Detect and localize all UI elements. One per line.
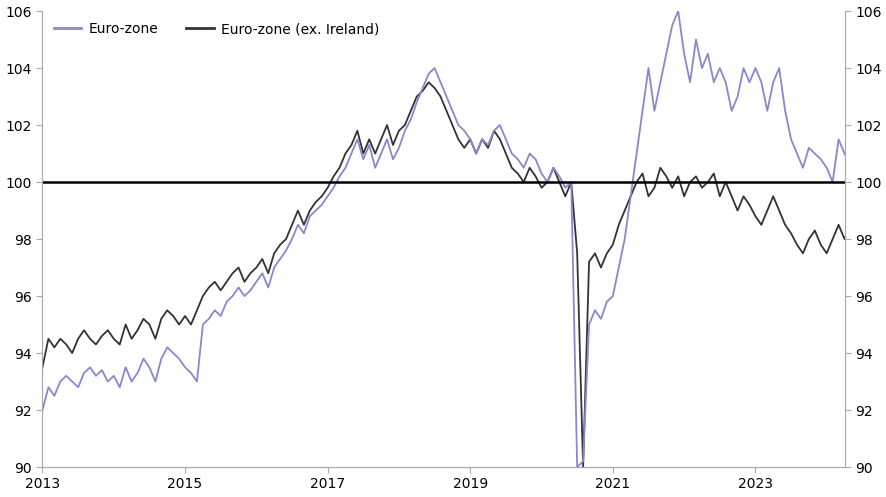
Euro-zone (ex. Ireland)	[477, 136, 487, 142]
Euro-zone (ex. Ireland)	[666, 185, 677, 191]
Line: Euro-zone: Euro-zone	[43, 11, 886, 467]
Euro-zone	[203, 316, 214, 322]
Euro-zone	[577, 458, 587, 464]
Euro-zone (ex. Ireland)	[458, 145, 469, 151]
Euro-zone	[571, 464, 582, 470]
Euro-zone	[672, 8, 683, 14]
Legend: Euro-zone, Euro-zone (ex. Ireland): Euro-zone, Euro-zone (ex. Ireland)	[50, 18, 383, 40]
Euro-zone (ex. Ireland)	[577, 464, 587, 470]
Line: Euro-zone (ex. Ireland): Euro-zone (ex. Ireland)	[43, 83, 886, 467]
Euro-zone (ex. Ireland)	[37, 364, 48, 370]
Euro-zone	[37, 407, 48, 413]
Euro-zone (ex. Ireland)	[423, 80, 433, 85]
Euro-zone	[453, 122, 463, 128]
Euro-zone (ex. Ireland)	[203, 284, 214, 290]
Euro-zone	[97, 367, 107, 373]
Euro-zone (ex. Ireland)	[97, 333, 107, 339]
Euro-zone (ex. Ireland)	[583, 259, 594, 265]
Euro-zone	[660, 51, 671, 57]
Euro-zone	[470, 151, 481, 157]
